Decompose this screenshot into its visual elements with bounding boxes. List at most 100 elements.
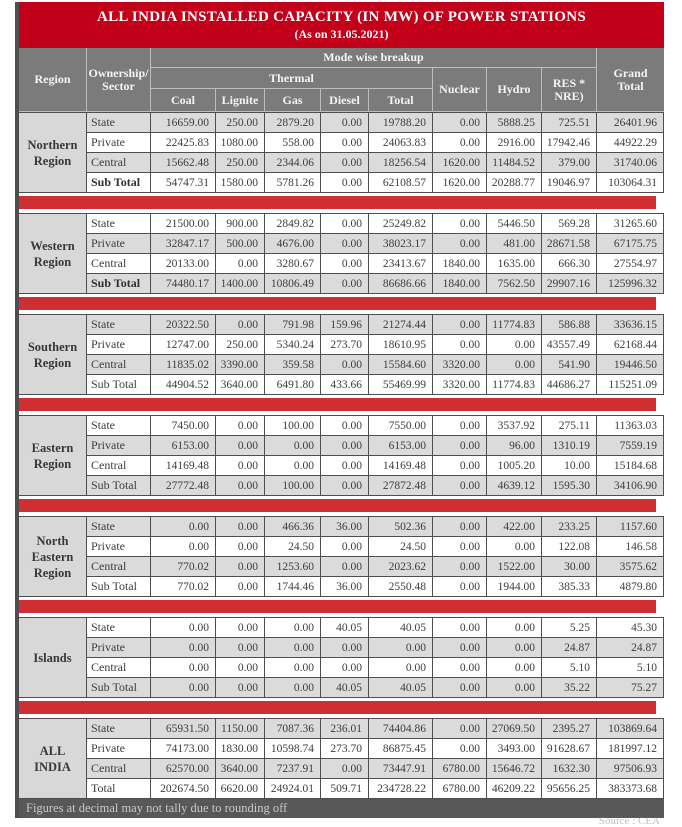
value-cell: 0.00 [433,476,487,496]
value-cell: 40.05 [369,618,433,638]
value-cell: 19788.20 [369,113,433,133]
region-block-northern: Northern Region State 16659.00 250.00 2879.2… [19,112,664,193]
region-separator [19,701,656,714]
col-header-hydro: Hydro [487,68,542,112]
value-cell: 21274.44 [369,315,433,335]
value-cell: 0.00 [487,618,542,638]
row-label: State [87,517,151,537]
value-cell: 1840.00 [433,274,487,294]
value-cell: 0.00 [265,638,321,658]
row-label: Private [87,739,151,759]
value-cell: 15646.72 [487,759,542,779]
value-cell: 6780.00 [433,759,487,779]
value-cell: 0.00 [433,214,487,234]
value-cell: 586.88 [542,315,597,335]
value-cell: 11363.03 [597,416,664,436]
value-cell: 62570.00 [151,759,216,779]
row-label: Private [87,638,151,658]
value-cell: 0.00 [265,658,321,678]
value-cell: 19046.97 [542,173,597,193]
value-cell: 11484.52 [487,153,542,173]
value-cell: 0.00 [216,315,265,335]
value-cell: 0.00 [216,577,265,597]
value-cell: 0.00 [321,476,369,496]
value-cell: 6620.00 [216,779,265,799]
row-label: Private [87,335,151,355]
value-cell: 0.00 [151,678,216,698]
value-cell: 40.05 [321,618,369,638]
value-cell: 3640.00 [216,375,265,395]
value-cell: 0.00 [321,355,369,375]
title-banner: ALL INDIA INSTALLED CAPACITY (IN MW) OF … [19,2,664,48]
value-cell: 509.71 [321,779,369,799]
value-cell: 15184.68 [597,456,664,476]
row-label: State [87,416,151,436]
value-cell: 2550.48 [369,577,433,597]
value-cell: 95656.25 [542,779,597,799]
row-label: Central [87,759,151,779]
value-cell: 2344.06 [265,153,321,173]
value-cell: 86875.45 [369,739,433,759]
value-cell: 43557.49 [542,335,597,355]
value-cell: 1744.46 [265,577,321,597]
value-cell: 770.02 [151,577,216,597]
value-cell: 1632.30 [542,759,597,779]
region-name: Western Region [19,214,87,294]
value-cell: 18256.54 [369,153,433,173]
row-label: Sub Total [87,678,151,698]
value-cell: 7562.50 [487,274,542,294]
footnote-bar: Figures at decimal may not tally due to … [19,799,664,818]
col-header-ownership: Ownership/ Sector [87,48,151,112]
col-header-res-nre: RES * NRE) [542,68,597,112]
value-cell: 1944.00 [487,577,542,597]
value-cell: 273.70 [321,335,369,355]
value-cell: 0.00 [369,658,433,678]
value-cell: 10598.74 [265,739,321,759]
value-cell: 14169.48 [151,456,216,476]
value-cell: 0.00 [151,658,216,678]
value-cell: 0.00 [321,214,369,234]
value-cell: 0.00 [321,557,369,577]
value-cell: 0.00 [433,335,487,355]
value-cell: 1620.00 [433,153,487,173]
value-cell: 0.00 [369,638,433,658]
value-cell: 55469.99 [369,375,433,395]
region-block-western: Western Region State 21500.00 900.00 2849.82… [19,213,664,294]
col-header-coal: Coal [151,89,216,112]
value-cell: 433.66 [321,375,369,395]
value-cell: 67175.75 [597,234,664,254]
value-cell: 27772.48 [151,476,216,496]
value-cell: 32847.17 [151,234,216,254]
value-cell: 0.00 [216,537,265,557]
value-cell: 0.00 [487,335,542,355]
row-label: Private [87,234,151,254]
value-cell: 466.36 [265,517,321,537]
value-cell: 15584.60 [369,355,433,375]
row-label: Central [87,456,151,476]
value-cell: 481.00 [487,234,542,254]
value-cell: 0.00 [216,416,265,436]
value-cell: 725.51 [542,113,597,133]
value-cell: 122.08 [542,537,597,557]
value-cell: 0.00 [433,234,487,254]
value-cell: 1840.00 [433,254,487,274]
value-cell: 1580.00 [216,173,265,193]
value-cell: 4676.00 [265,234,321,254]
region-separator [19,499,656,512]
value-cell: 44904.52 [151,375,216,395]
value-cell: 0.00 [216,254,265,274]
value-cell: 36.00 [321,517,369,537]
region-block-north-eastern: North Eastern Region State 0.00 0.00 466.36 3… [19,516,664,597]
value-cell: 5340.24 [265,335,321,355]
value-cell: 5.10 [597,658,664,678]
value-cell: 0.00 [433,577,487,597]
value-cell: 28671.58 [542,234,597,254]
value-cell: 44922.29 [597,133,664,153]
value-cell: 0.00 [216,517,265,537]
col-header-diesel: Diesel [321,89,369,112]
value-cell: 3493.00 [487,739,542,759]
value-cell: 0.00 [321,658,369,678]
value-cell: 10806.49 [265,274,321,294]
value-cell: 250.00 [216,335,265,355]
